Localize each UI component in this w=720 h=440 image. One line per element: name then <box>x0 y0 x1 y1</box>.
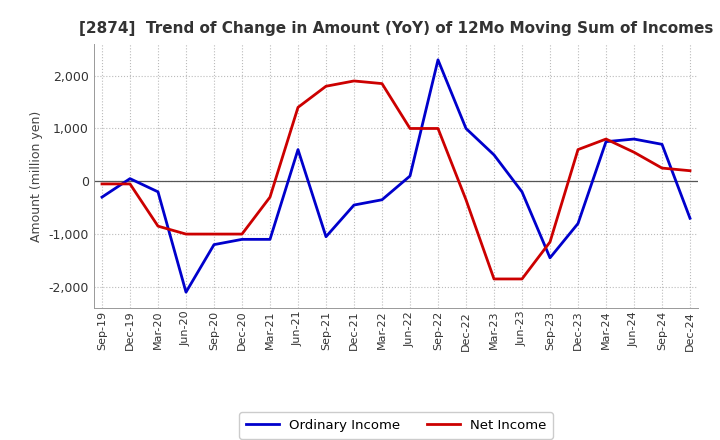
Net Income <box>602 136 611 142</box>
Ordinary Income <box>126 176 135 181</box>
Ordinary Income <box>322 234 330 239</box>
Ordinary Income <box>630 136 639 142</box>
Ordinary Income <box>181 290 190 295</box>
Ordinary Income <box>490 152 498 158</box>
Ordinary Income <box>238 237 246 242</box>
Legend: Ordinary Income, Net Income: Ordinary Income, Net Income <box>239 412 553 439</box>
Net Income <box>433 126 442 131</box>
Net Income <box>546 239 554 245</box>
Title: [2874]  Trend of Change in Amount (YoY) of 12Mo Moving Sum of Incomes: [2874] Trend of Change in Amount (YoY) o… <box>78 21 714 36</box>
Ordinary Income <box>462 126 470 131</box>
Net Income <box>574 147 582 152</box>
Ordinary Income <box>546 255 554 260</box>
Ordinary Income <box>433 57 442 62</box>
Ordinary Income <box>657 142 666 147</box>
Net Income <box>181 231 190 237</box>
Net Income <box>350 78 359 84</box>
Ordinary Income <box>405 173 414 179</box>
Net Income <box>126 181 135 187</box>
Net Income <box>266 194 274 200</box>
Net Income <box>518 276 526 282</box>
Net Income <box>322 84 330 89</box>
Ordinary Income <box>266 237 274 242</box>
Ordinary Income <box>350 202 359 208</box>
Ordinary Income <box>602 139 611 144</box>
Net Income <box>378 81 387 86</box>
Net Income <box>462 197 470 202</box>
Net Income <box>630 150 639 155</box>
Ordinary Income <box>518 189 526 194</box>
Ordinary Income <box>378 197 387 202</box>
Ordinary Income <box>294 147 302 152</box>
Ordinary Income <box>574 221 582 226</box>
Net Income <box>405 126 414 131</box>
Net Income <box>685 168 694 173</box>
Ordinary Income <box>98 194 107 200</box>
Net Income <box>238 231 246 237</box>
Net Income <box>210 231 218 237</box>
Ordinary Income <box>685 216 694 221</box>
Y-axis label: Amount (million yen): Amount (million yen) <box>30 110 42 242</box>
Ordinary Income <box>153 189 162 194</box>
Net Income <box>657 165 666 171</box>
Net Income <box>153 224 162 229</box>
Net Income <box>490 276 498 282</box>
Line: Ordinary Income: Ordinary Income <box>102 60 690 292</box>
Line: Net Income: Net Income <box>102 81 690 279</box>
Net Income <box>98 181 107 187</box>
Net Income <box>294 105 302 110</box>
Ordinary Income <box>210 242 218 247</box>
